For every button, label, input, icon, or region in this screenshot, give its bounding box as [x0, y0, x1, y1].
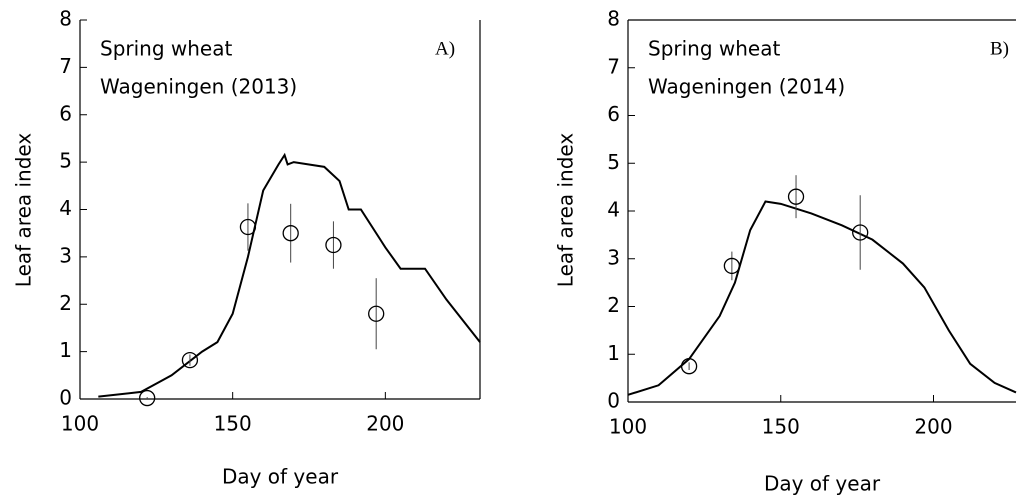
- x-tick-label: 200: [914, 415, 952, 439]
- y-tick-label: 6: [607, 102, 620, 126]
- y-tick-label: 2: [607, 293, 620, 317]
- x-axis-label: Day of year: [222, 465, 339, 489]
- annotation: Wageningen (2014): [648, 75, 845, 99]
- y-axis-label: Leaf area index: [12, 133, 36, 288]
- y-tick-label: 4: [607, 198, 620, 222]
- y-tick-label: 8: [607, 7, 620, 31]
- observed-point: [368, 305, 385, 322]
- y-tick-label: 3: [607, 245, 620, 269]
- y-tick-label: 1: [607, 341, 620, 365]
- y-tick-label: 1: [59, 338, 72, 362]
- observed-point: [787, 188, 805, 205]
- y-tick-label: 7: [607, 54, 620, 78]
- y-tick-label: 0: [607, 389, 620, 413]
- y-tick-label: 2: [59, 291, 72, 315]
- y-tick-label: 4: [59, 196, 72, 220]
- observed-point: [239, 218, 257, 236]
- observed-point: [181, 352, 199, 369]
- observed-point: [325, 236, 342, 254]
- observed-point: [139, 389, 156, 407]
- y-axis-label: Leaf area index: [554, 133, 578, 288]
- x-tick-label: 100: [609, 415, 647, 439]
- x-tick-label: 100: [61, 412, 99, 436]
- x-tick-label: 150: [762, 415, 800, 439]
- y-tick-label: 7: [59, 54, 72, 78]
- annotation: Spring wheat: [100, 37, 232, 61]
- x-axis-label: Day of year: [764, 472, 881, 496]
- observed-point: [282, 225, 299, 242]
- x-tick-label: 200: [366, 412, 404, 436]
- panel-label: B): [990, 38, 1009, 59]
- annotation: Wageningen (2013): [100, 75, 297, 99]
- panel-label: A): [435, 38, 455, 59]
- observed-point: [723, 257, 741, 275]
- y-tick-label: 5: [59, 149, 72, 173]
- observed-point: [852, 224, 869, 241]
- y-tick-label: 8: [59, 7, 72, 31]
- x-tick-label: 150: [214, 412, 252, 436]
- y-tick-label: 6: [59, 101, 72, 125]
- y-tick-label: 0: [59, 386, 72, 410]
- y-tick-label: 5: [607, 150, 620, 174]
- simulated-line: [98, 152, 481, 398]
- observed-point: [680, 358, 698, 375]
- simulated-line: [627, 200, 1017, 396]
- annotation: Spring wheat: [648, 37, 780, 61]
- y-tick-label: 3: [59, 243, 72, 267]
